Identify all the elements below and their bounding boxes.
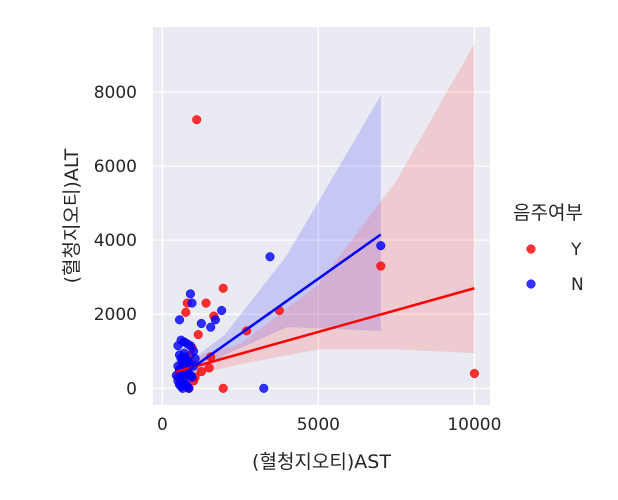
- legend-marker-N: [526, 279, 536, 289]
- point-N-2: [259, 383, 269, 393]
- point-N-5: [206, 322, 216, 332]
- point-Y-1: [469, 368, 479, 379]
- x-tick-label-1: 5000: [297, 415, 340, 435]
- y-axis-label: (혈청지오티)ALT: [61, 148, 83, 283]
- point-Y-0: [192, 115, 202, 125]
- grid-lines: [153, 27, 490, 405]
- regression-line-Y: [176, 287, 475, 373]
- point-N-24: [187, 372, 197, 382]
- point-N-4: [210, 315, 220, 325]
- regression-lines: [175, 233, 475, 381]
- point-N-8: [187, 298, 197, 308]
- x-axis-ticks: 0 5000 10000: [157, 415, 501, 435]
- legend-marker-Y: [526, 244, 536, 254]
- y-tick-label-1: 2000: [94, 305, 137, 325]
- x-axis-label: (혈청지오티)AST: [252, 451, 391, 473]
- point-N-6: [196, 318, 206, 329]
- ci-band-N: [176, 95, 381, 387]
- point-N-3: [217, 305, 227, 316]
- x-tick-label-0: 0: [157, 415, 168, 435]
- legend: 음주여부 YN: [513, 202, 584, 295]
- point-N-7: [185, 289, 195, 299]
- point-N-9: [174, 315, 185, 325]
- ci-band-Y: [176, 43, 475, 380]
- point-N-15: [173, 341, 183, 351]
- y-axis-ticks: 0 2000 4000 6000 8000: [94, 83, 137, 399]
- legend-label-Y: Y: [570, 240, 582, 260]
- x-tick-label-2: 10000: [447, 415, 501, 435]
- point-Y-6: [218, 383, 228, 393]
- point-N-1: [265, 252, 275, 262]
- regression-line-N: [175, 233, 382, 381]
- point-Y-8: [201, 298, 211, 308]
- plot-background: [153, 27, 490, 405]
- point-Y-5: [218, 283, 228, 293]
- y-tick-label-3: 6000: [94, 157, 137, 177]
- y-tick-label-4: 8000: [94, 83, 137, 103]
- y-tick-label-2: 4000: [94, 231, 137, 251]
- point-Y-10: [181, 307, 191, 317]
- point-N-0: [376, 241, 386, 251]
- point-N-36: [178, 383, 188, 393]
- point-Y-13: [204, 363, 214, 373]
- scatter-points: [171, 115, 479, 393]
- legend-title: 음주여부: [513, 202, 583, 224]
- point-Y-2: [376, 261, 386, 271]
- point-N-14: [189, 346, 199, 356]
- legend-label-N: N: [571, 275, 584, 295]
- y-tick-label-0: 0: [126, 379, 137, 399]
- point-N-43: [190, 354, 200, 364]
- point-Y-14: [196, 367, 206, 377]
- point-Y-11: [193, 330, 203, 340]
- confidence-bands: [176, 43, 475, 387]
